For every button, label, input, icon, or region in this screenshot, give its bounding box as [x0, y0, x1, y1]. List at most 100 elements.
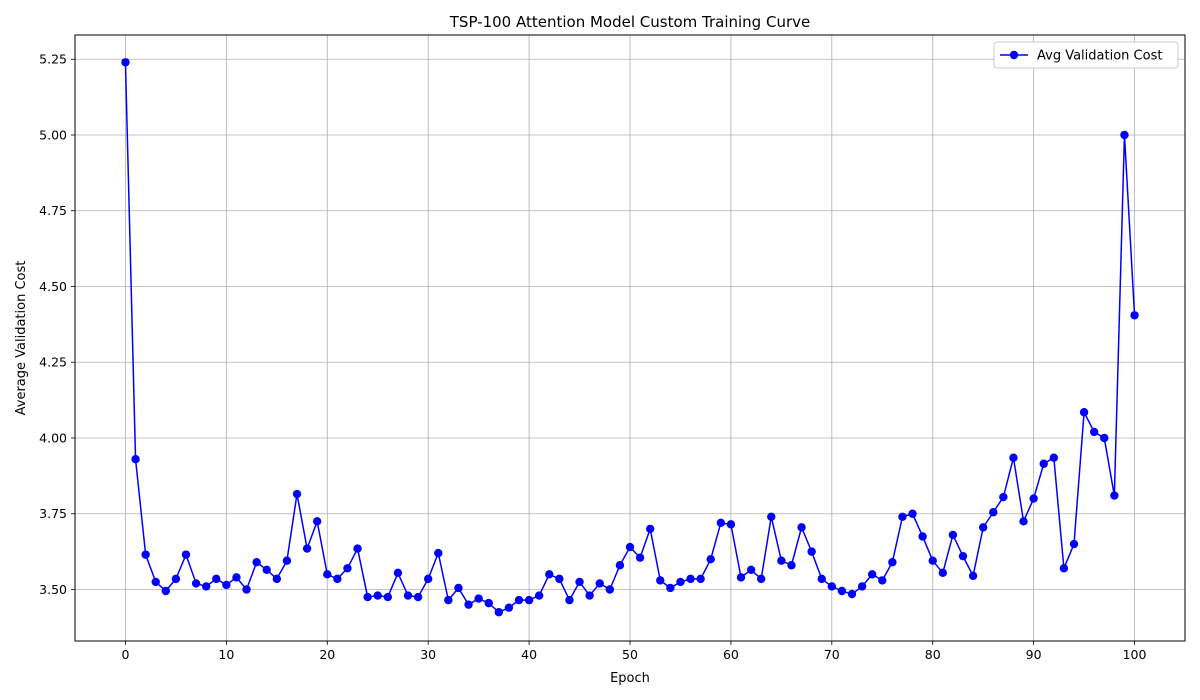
x-tick-label: 80 [925, 647, 941, 662]
x-tick-label: 20 [319, 647, 335, 662]
data-point [514, 595, 524, 605]
data-point [797, 523, 806, 532]
y-tick-label: 4.75 [39, 203, 67, 218]
data-point [817, 574, 826, 584]
data-point [302, 544, 312, 553]
data-point [373, 591, 382, 600]
data-point [1069, 539, 1079, 549]
data-point [292, 489, 302, 499]
y-tick-label: 4.50 [39, 279, 67, 294]
data-point [1059, 564, 1069, 573]
data-point [686, 574, 695, 584]
legend: Avg Validation Cost [993, 41, 1179, 69]
data-point [121, 58, 130, 67]
data-point [938, 568, 948, 578]
data-point [413, 592, 423, 602]
data-point [837, 586, 847, 596]
data-point [242, 585, 251, 594]
y-tick-label: 4.25 [39, 355, 67, 370]
data-point [726, 520, 736, 529]
data-point [131, 455, 140, 464]
data-point [878, 576, 887, 585]
data-point [161, 586, 171, 596]
data-point [585, 591, 594, 600]
data-point [928, 556, 937, 565]
data-point [1130, 311, 1139, 320]
y-axis-label: Average Validation Cost [14, 261, 29, 416]
data-point [898, 512, 907, 521]
ticks: 0 10 20 30 40 50 60 70 80 90 100 3.50 3.75 4.00 4.25 4.… [39, 52, 1146, 662]
y-tick-label: 3.75 [39, 506, 67, 521]
data-point [968, 571, 978, 581]
data-point [181, 550, 191, 559]
data-point [393, 568, 403, 578]
data-point [201, 582, 211, 591]
data-point [353, 544, 362, 553]
data-point [908, 509, 917, 518]
data-point [333, 574, 342, 584]
data-point [918, 532, 927, 541]
data-point [252, 558, 261, 567]
data-point [444, 595, 453, 605]
data-point [141, 550, 150, 559]
data-point [999, 492, 1008, 502]
data-point [888, 558, 897, 567]
data-point [787, 561, 796, 570]
data-point [363, 592, 372, 602]
legend-entry-label: Avg Validation Cost [1037, 49, 1162, 64]
legend-box [993, 41, 1179, 69]
x-tick-label: 10 [218, 647, 234, 662]
data-point [454, 583, 463, 593]
data-point [978, 523, 988, 532]
data-point [282, 556, 292, 565]
x-tick-label: 100 [1123, 647, 1147, 662]
data-point [1039, 459, 1048, 468]
data-point [827, 582, 837, 591]
data-point [464, 600, 473, 609]
data-point [1110, 491, 1119, 500]
data-point [494, 608, 504, 617]
data-point [736, 573, 746, 582]
data-point [1089, 427, 1099, 437]
data-point [696, 574, 705, 584]
data-point [343, 564, 352, 573]
grid [75, 35, 1185, 641]
data-point [1019, 517, 1028, 526]
data-point [212, 574, 221, 584]
x-tick-label: 50 [622, 647, 638, 662]
data-point [312, 517, 322, 526]
x-tick-label: 40 [521, 647, 537, 662]
data-point [151, 577, 160, 587]
data-point [656, 576, 665, 585]
data-point [595, 579, 604, 588]
data-point [1079, 408, 1089, 417]
data-point [504, 603, 514, 612]
data-point [777, 556, 786, 565]
data-point [232, 573, 241, 582]
legend-marker-swatch [1009, 50, 1019, 60]
data-point [1049, 453, 1059, 462]
data-point [323, 570, 332, 579]
data-point [767, 512, 776, 521]
data-point [272, 574, 282, 584]
data-point [635, 553, 645, 562]
data-point [666, 583, 675, 593]
x-tick-label: 0 [121, 647, 129, 662]
data-point [1029, 494, 1038, 503]
data-point [383, 592, 393, 602]
chart-title: TSP-100 Attention Model Custom Training … [449, 13, 810, 31]
data-point [1100, 433, 1109, 443]
data-point [706, 554, 715, 564]
data-point [474, 594, 483, 603]
data-point [524, 595, 534, 605]
data-point [756, 574, 766, 584]
data-point [989, 508, 998, 517]
x-tick-label: 30 [420, 647, 436, 662]
x-tick-label: 90 [1026, 647, 1042, 662]
data-point [676, 577, 685, 587]
data-point [262, 565, 271, 574]
data-point [625, 542, 635, 552]
data-point [534, 591, 544, 600]
